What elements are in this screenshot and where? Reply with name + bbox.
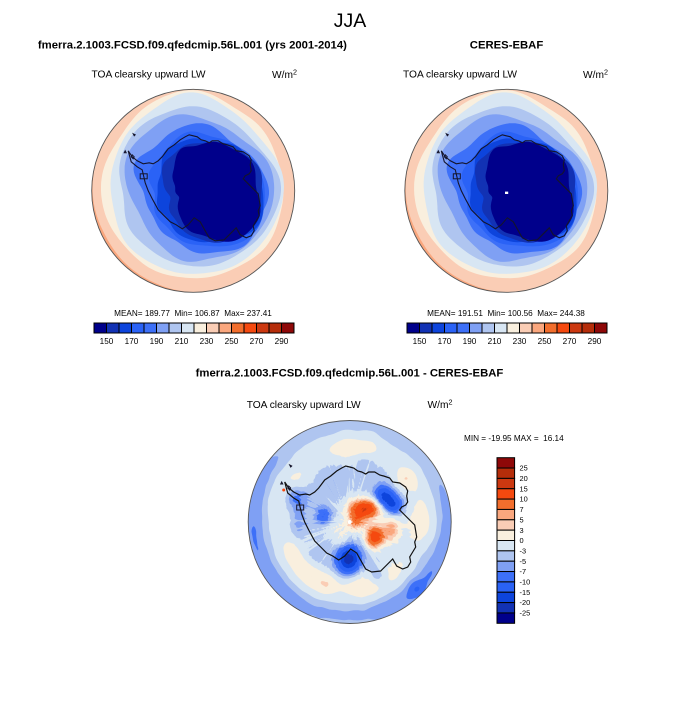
svg-text:fmerra.2.1003.FCSD.f09.qfedcmi: fmerra.2.1003.FCSD.f09.qfedcmip.56L.001 … xyxy=(38,40,347,52)
svg-text:0: 0 xyxy=(520,536,524,545)
svg-text:-3: -3 xyxy=(520,547,527,556)
svg-text:MEAN= 191.51 Min= 100.56 Max: MEAN= 191.51 Min= 100.56 Max= 244.38 xyxy=(427,309,585,318)
svg-text:25: 25 xyxy=(520,464,528,473)
svg-text:-10: -10 xyxy=(520,578,531,587)
svg-text:15: 15 xyxy=(520,484,528,493)
svg-text:290: 290 xyxy=(588,337,602,346)
svg-text:W/m2: W/m2 xyxy=(428,398,453,412)
svg-text:W/m2: W/m2 xyxy=(583,68,608,82)
svg-text:-25: -25 xyxy=(520,609,531,618)
svg-text:W/m2: W/m2 xyxy=(272,68,297,82)
svg-text:290: 290 xyxy=(275,337,289,346)
svg-text:150: 150 xyxy=(100,337,114,346)
svg-text:20: 20 xyxy=(520,474,528,483)
svg-text:5: 5 xyxy=(520,515,524,524)
svg-text:210: 210 xyxy=(175,337,189,346)
svg-text:250: 250 xyxy=(538,337,552,346)
svg-text:-15: -15 xyxy=(520,588,531,597)
svg-text:170: 170 xyxy=(438,337,452,346)
svg-text:230: 230 xyxy=(513,337,527,346)
svg-text:230: 230 xyxy=(200,337,214,346)
svg-text:MEAN= 189.77 Min= 106.87 Max: MEAN= 189.77 Min= 106.87 Max= 237.41 xyxy=(114,309,272,318)
svg-text:TOA clearsky upward LW: TOA clearsky upward LW xyxy=(247,400,361,411)
svg-text:-5: -5 xyxy=(520,557,527,566)
svg-text:JJA: JJA xyxy=(334,10,367,32)
svg-text:-20: -20 xyxy=(520,598,531,607)
svg-text:10: 10 xyxy=(520,495,528,504)
svg-text:210: 210 xyxy=(488,337,502,346)
svg-text:fmerra.2.1003.FCSD.f09.qfedcmi: fmerra.2.1003.FCSD.f09.qfedcmip.56L.001 … xyxy=(196,368,504,380)
svg-text:270: 270 xyxy=(250,337,264,346)
svg-text:190: 190 xyxy=(150,337,164,346)
svg-text:TOA clearsky upward LW: TOA clearsky upward LW xyxy=(403,70,517,81)
svg-text:CERES-EBAF: CERES-EBAF xyxy=(470,40,544,52)
svg-text:3: 3 xyxy=(520,526,524,535)
svg-text:150: 150 xyxy=(413,337,427,346)
svg-text:TOA clearsky upward LW: TOA clearsky upward LW xyxy=(92,70,206,81)
svg-text:7: 7 xyxy=(520,505,524,514)
svg-text:-7: -7 xyxy=(520,567,527,576)
svg-text:190: 190 xyxy=(463,337,477,346)
svg-text:170: 170 xyxy=(125,337,139,346)
svg-text:MIN = -19.95 MAX = 16.14: MIN = -19.95 MAX = 16.14 xyxy=(464,434,564,443)
svg-text:250: 250 xyxy=(225,337,239,346)
svg-text:270: 270 xyxy=(563,337,577,346)
